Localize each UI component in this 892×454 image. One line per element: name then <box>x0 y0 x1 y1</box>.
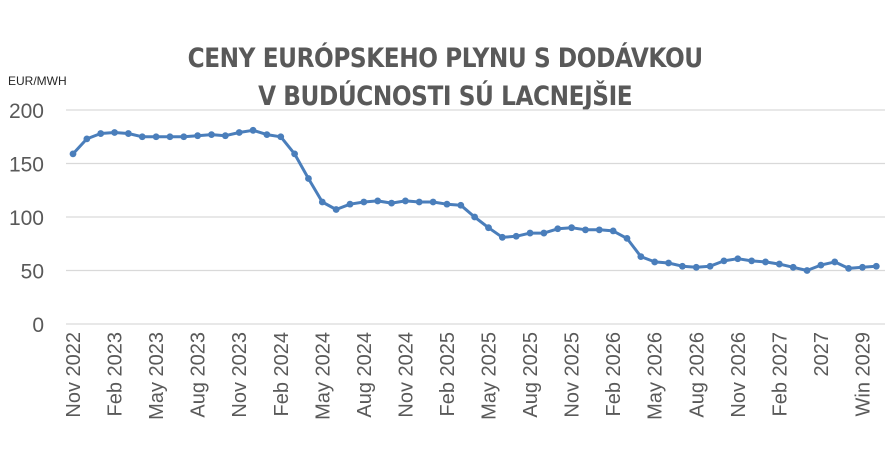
data-point-marker <box>111 129 118 136</box>
x-tick-label: Aug 2025 <box>520 332 542 418</box>
x-tick-label: Feb 2025 <box>437 332 459 417</box>
x-tick-label: Win 2029 <box>852 332 874 417</box>
data-point-marker <box>249 126 257 134</box>
data-point-marker <box>305 175 312 182</box>
data-point-marker <box>540 229 548 237</box>
data-point-marker <box>651 258 659 266</box>
y-tick-label: 150 <box>9 154 44 177</box>
data-point-marker <box>235 129 243 136</box>
data-point-marker <box>471 213 479 221</box>
data-point-marker <box>360 198 368 206</box>
chart-title-line-2: V BUDÚCNOSTI SÚ LACNEJŠIE <box>258 81 633 112</box>
data-point-marker <box>803 267 811 274</box>
data-point-marker <box>180 133 188 141</box>
x-tick-label: May 2025 <box>479 332 501 420</box>
data-point-marker <box>609 227 617 235</box>
y-tick-label: 50 <box>21 261 44 284</box>
x-axis-ticks: Nov 2022 Feb 2023 May 2023 Aug 2023 Nov 2023… <box>63 332 874 420</box>
data-point-marker <box>845 264 852 272</box>
x-tick-label: Nov 2025 <box>562 332 584 418</box>
data-point-marker <box>318 198 326 206</box>
data-point-marker <box>83 135 91 143</box>
data-point-marker <box>221 132 229 140</box>
data-line <box>71 128 877 272</box>
y-tick-label: 0 <box>32 314 44 337</box>
data-point-marker <box>138 133 146 141</box>
data-point-marker <box>831 258 839 266</box>
data-point-marker <box>512 232 520 240</box>
data-point-marker <box>152 133 160 141</box>
x-tick-label: Aug 2024 <box>354 332 376 418</box>
data-point-marker <box>623 235 631 242</box>
data-point-marker <box>429 198 437 206</box>
data-point-marker <box>665 259 672 267</box>
y-axis-unit-label: EUR/MWH <box>8 74 67 88</box>
data-point-marker <box>554 225 562 233</box>
data-point-marker <box>582 226 589 234</box>
series-line <box>69 126 880 274</box>
data-point-marker <box>706 262 714 270</box>
x-tick-label: Aug 2023 <box>188 332 210 418</box>
data-point-marker <box>457 201 465 209</box>
x-tick-label: Feb 2027 <box>769 332 791 417</box>
x-tick-label: Feb 2026 <box>603 332 625 417</box>
data-point-marker <box>194 132 202 140</box>
data-point-marker <box>277 133 285 141</box>
data-point-marker <box>346 200 354 208</box>
x-tick-label: Nov 2026 <box>728 332 750 418</box>
x-tick-label: May 2023 <box>146 332 168 420</box>
data-point-marker <box>775 260 783 268</box>
data-point-marker <box>679 262 686 270</box>
x-tick-label: 2027 <box>811 332 833 377</box>
data-point-marker <box>388 199 395 207</box>
data-point-marker <box>69 150 77 158</box>
data-point-marker <box>692 263 700 271</box>
data-point-marker <box>402 197 409 205</box>
data-point-marker <box>291 150 298 158</box>
data-point-marker <box>485 224 492 232</box>
data-point-marker <box>637 253 645 260</box>
chart-title-line-1: CENY EURÓPSKEHO PLYNU S DODÁVKOU <box>187 43 703 74</box>
y-tick-label: 200 <box>9 100 44 123</box>
data-point-marker <box>789 263 797 271</box>
data-point-marker <box>166 133 174 141</box>
x-tick-label: Feb 2024 <box>271 332 293 417</box>
chart-title: CENY EURÓPSKEHO PLYNU S DODÁVKOU V BUDÚC… <box>62 40 829 116</box>
data-point-marker <box>124 130 132 137</box>
data-point-marker <box>498 233 506 241</box>
x-tick-label: Nov 2022 <box>63 332 85 418</box>
data-point-marker <box>526 229 534 237</box>
x-tick-label: Nov 2023 <box>229 332 251 418</box>
x-tick-label: Nov 2024 <box>395 332 417 418</box>
x-tick-label: May 2024 <box>312 332 334 420</box>
data-point-marker <box>97 130 105 137</box>
x-tick-label: May 2026 <box>645 332 667 420</box>
x-tick-label: Aug 2026 <box>686 332 708 418</box>
data-point-marker <box>748 257 756 265</box>
data-point-marker <box>734 255 742 263</box>
y-axis-ticks: 0 50 100 150 200 <box>9 100 44 337</box>
y-tick-label: 100 <box>9 207 44 230</box>
data-point-marker <box>859 263 866 271</box>
data-point-marker <box>263 131 271 139</box>
x-tick-label: Feb 2023 <box>105 332 127 417</box>
data-point-marker <box>568 224 575 232</box>
data-point-marker <box>332 206 340 213</box>
data-point-marker <box>595 226 603 234</box>
data-point-marker <box>415 198 423 206</box>
data-point-marker <box>374 197 382 205</box>
data-point-marker <box>817 261 825 269</box>
data-point-marker <box>208 131 215 139</box>
data-point-marker <box>443 200 451 208</box>
data-point-marker <box>872 262 880 270</box>
data-point-marker <box>720 257 728 265</box>
data-point-marker <box>762 258 769 266</box>
